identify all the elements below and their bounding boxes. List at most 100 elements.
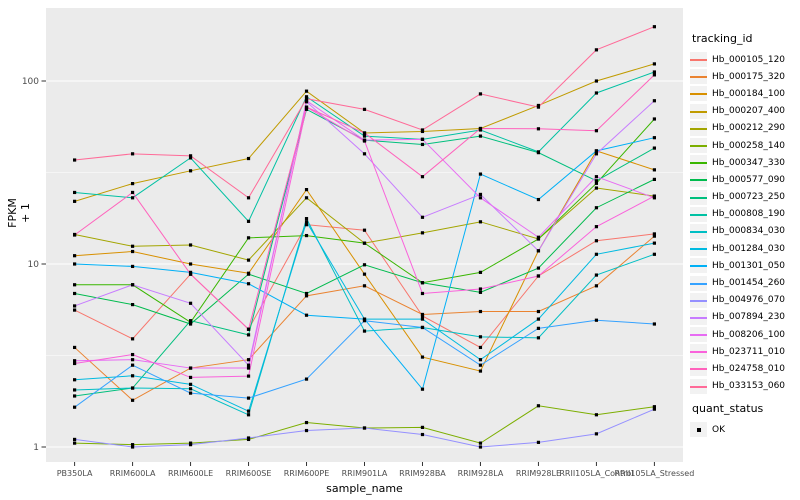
data-point — [652, 168, 656, 172]
legend-label: Hb_000577_090 — [712, 174, 786, 185]
data-point — [188, 262, 193, 266]
data-point — [246, 236, 251, 240]
y-tick-label: 1 — [33, 443, 39, 453]
data-point — [73, 441, 77, 445]
data-point — [652, 146, 656, 150]
legend-item: Hb_000184_100 — [690, 85, 785, 102]
data-point — [594, 252, 599, 256]
data-point — [246, 396, 251, 400]
data-point — [478, 358, 483, 362]
legend-key-line-icon — [690, 241, 707, 257]
data-point — [478, 192, 483, 197]
legend-item: Hb_000212_290 — [690, 120, 785, 137]
data-point — [594, 318, 599, 322]
data-point — [73, 359, 77, 363]
data-point — [594, 206, 599, 210]
legend-label: Hb_000105_120 — [712, 54, 786, 65]
data-point — [188, 322, 193, 326]
data-point — [73, 291, 77, 296]
data-point — [304, 377, 309, 381]
plot-panel — [46, 8, 683, 462]
data-point — [188, 366, 193, 370]
x-tick-label: RRIM928LE — [516, 469, 561, 478]
data-point — [304, 105, 309, 109]
data-point — [304, 294, 309, 298]
data-point — [478, 134, 483, 138]
data-point — [420, 281, 425, 285]
data-point — [130, 152, 135, 156]
data-point — [130, 244, 135, 248]
data-point — [536, 336, 541, 340]
data-point — [652, 177, 656, 181]
data-point — [73, 254, 77, 258]
data-point — [420, 432, 425, 437]
data-point — [304, 291, 309, 296]
x-tick-label: RRIM600PE — [284, 469, 330, 478]
data-point — [188, 387, 193, 391]
data-point — [478, 287, 483, 291]
legend-item: Hb_004976_070 — [690, 292, 785, 309]
data-point — [652, 241, 656, 245]
legend-key-line-icon — [690, 223, 707, 239]
legend-item: Hb_033153_060 — [690, 378, 785, 395]
data-point — [362, 131, 367, 135]
legend-item-quant-ok: OK — [690, 421, 725, 438]
data-point — [73, 394, 77, 398]
data-point — [362, 107, 367, 111]
legend-key-line-icon — [690, 206, 707, 222]
data-point — [246, 436, 251, 440]
data-point — [304, 196, 309, 200]
legend-label: Hb_033153_060 — [712, 381, 786, 392]
data-point — [304, 188, 309, 192]
data-point — [130, 398, 135, 402]
data-point — [536, 150, 541, 154]
y-axis-title: FPKM + 1 — [6, 198, 32, 228]
data-point — [246, 409, 251, 413]
data-point — [420, 425, 425, 429]
data-point — [130, 190, 135, 195]
data-point — [304, 233, 309, 238]
data-point — [362, 426, 367, 430]
data-point — [652, 405, 656, 409]
x-tick-label: RRII105LA_Control — [559, 469, 633, 478]
legend-item: Hb_000834_030 — [690, 223, 785, 240]
data-point — [652, 196, 656, 200]
legend-item: Hb_001454_260 — [690, 274, 785, 291]
legend-title-quant-status: quant_status — [692, 402, 764, 415]
data-point — [73, 262, 77, 266]
data-point — [536, 440, 541, 444]
data-point — [594, 79, 599, 83]
data-point — [594, 152, 599, 156]
legend-label: OK — [712, 424, 725, 435]
data-point — [594, 432, 599, 436]
data-point — [246, 156, 251, 161]
x-axis-title: sample_name — [326, 482, 403, 495]
data-point — [536, 317, 541, 321]
data-point — [652, 234, 656, 238]
data-point — [246, 374, 251, 378]
data-point — [652, 117, 656, 121]
legend-label: Hb_001301_050 — [712, 260, 786, 271]
data-point — [420, 175, 425, 179]
data-point — [130, 337, 135, 341]
legend-label: Hb_000258_140 — [712, 140, 786, 151]
data-point — [304, 220, 309, 224]
data-point — [536, 404, 541, 408]
data-point — [304, 313, 309, 317]
data-point — [246, 258, 251, 262]
data-point — [478, 92, 483, 96]
data-point — [304, 97, 309, 101]
data-point — [536, 266, 541, 270]
x-tick-label: RRIM928BA — [399, 469, 446, 478]
legend-label: Hb_000808_190 — [712, 209, 786, 220]
data-point — [188, 391, 193, 395]
legend-item: Hb_000258_140 — [690, 137, 785, 154]
data-point — [188, 320, 193, 324]
data-point — [594, 91, 599, 95]
data-point — [478, 441, 483, 445]
data-point — [130, 445, 135, 449]
legend-item: Hb_001284_030 — [690, 240, 785, 257]
data-point — [594, 225, 599, 229]
data-point — [130, 358, 135, 362]
data-point — [246, 363, 251, 367]
